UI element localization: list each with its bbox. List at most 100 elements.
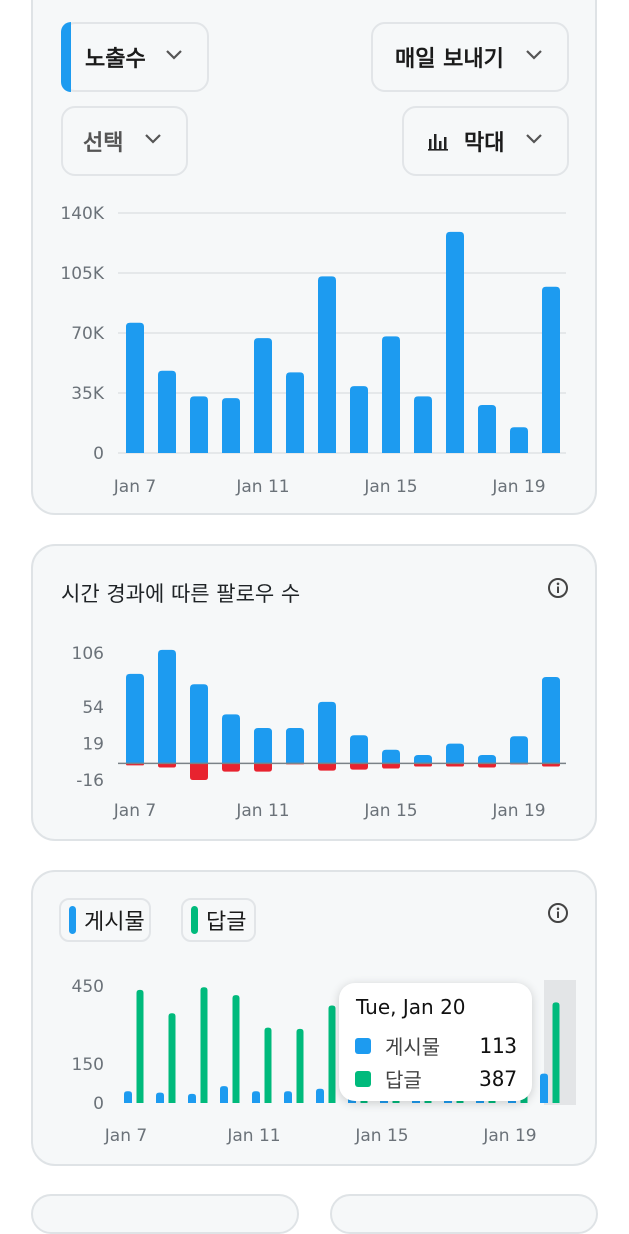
x-tick-label: Jan 15 — [363, 801, 417, 821]
unfollows-bar — [318, 763, 336, 771]
impressions-bar — [126, 322, 144, 453]
impressions-bar — [478, 405, 496, 453]
replies-bar — [296, 1028, 304, 1103]
tooltip-replies-value: 387 — [479, 1066, 517, 1091]
follows-bar — [382, 749, 400, 764]
frequency-select[interactable]: 매일 보내기 — [371, 22, 569, 92]
follows-bar — [126, 673, 144, 764]
followers-bar-chart: 106 54 19 -16 Jan 7 Jan 11 Jan 15 Jan 19 — [72, 644, 566, 821]
hover-highlight-band — [544, 980, 576, 1105]
bottom-card-right — [330, 1194, 598, 1234]
impressions-bar — [350, 386, 368, 453]
follows-bar — [222, 714, 240, 764]
follows-bar — [414, 755, 432, 764]
impressions-bar-chart: 140K 105K 70K 35K 0 Jan 7 Jan 11 Jan 15 Jan 19 — [60, 204, 566, 497]
chevron-down-icon — [145, 134, 161, 144]
follows-bar — [542, 676, 560, 764]
posts-bar — [156, 1092, 164, 1103]
x-tick-label: Jan 19 — [491, 801, 545, 821]
y-tick-label: 140K — [60, 204, 104, 224]
posts-swatch — [69, 906, 76, 934]
unfollows-bar — [158, 763, 176, 768]
replies-swatch — [355, 1070, 371, 1087]
y-tick-label: -16 — [76, 771, 104, 791]
y-tick-label: 54 — [82, 698, 104, 718]
unfollows-bar — [190, 763, 208, 780]
posts-bar — [284, 1091, 292, 1103]
y-tick-label: 106 — [72, 644, 104, 664]
x-tick-label: Jan 19 — [491, 477, 545, 497]
impressions-bar — [222, 398, 240, 453]
info-icon[interactable] — [547, 902, 569, 924]
tooltip-row-replies: 답글 387 — [355, 1064, 517, 1093]
tooltip-date: Tue, Jan 20 — [356, 995, 466, 1019]
y-tick-label: 450 — [72, 977, 104, 997]
x-tick-label: Jan 11 — [235, 801, 289, 821]
follows-bar — [510, 736, 528, 764]
impressions-bar — [286, 372, 304, 453]
tooltip-replies-label: 답글 — [385, 1068, 422, 1092]
x-tick-label: Jan 19 — [482, 1126, 536, 1146]
impressions-bar — [414, 396, 432, 453]
chart-type-label: 막대 — [464, 131, 505, 156]
x-tick-label: Jan 7 — [113, 801, 156, 821]
replies-bar — [232, 995, 240, 1103]
impressions-bar — [158, 370, 176, 453]
follows-bar — [158, 649, 176, 764]
posts-bar — [188, 1093, 196, 1103]
legend-replies-label: 답글 — [206, 910, 247, 935]
secondary-metric-select[interactable]: 선택 — [61, 106, 188, 176]
impressions-bar — [254, 338, 272, 453]
impressions-bar — [318, 276, 336, 453]
impressions-bar — [446, 231, 464, 453]
unfollows-bar — [222, 763, 240, 772]
replies-bar — [200, 987, 208, 1103]
x-tick-label: Jan 7 — [113, 477, 156, 497]
unfollows-bar — [382, 763, 400, 769]
unfollows-bar — [350, 763, 368, 770]
chevron-down-icon — [166, 50, 182, 60]
y-tick-label: 0 — [93, 444, 104, 464]
legend-posts-label: 게시물 — [84, 910, 145, 935]
followers-card-title: 시간 경과에 따른 팔로우 수 — [61, 582, 301, 606]
replies-swatch — [191, 906, 198, 934]
metric-select[interactable]: 노출수 — [61, 22, 209, 92]
x-tick-label: Jan 7 — [104, 1126, 147, 1146]
unfollows-bar — [542, 763, 560, 767]
tooltip-posts-label: 게시물 — [385, 1035, 441, 1059]
posts-bar — [124, 1091, 132, 1103]
unfollows-bar — [414, 763, 432, 767]
x-tick-label: Jan 15 — [354, 1126, 408, 1146]
posts-bar — [540, 1073, 548, 1103]
y-tick-label: 0 — [93, 1094, 104, 1114]
replies-bar — [264, 1027, 272, 1103]
replies-bar — [328, 1005, 336, 1103]
follows-bar — [318, 701, 336, 764]
x-tick-label: Jan 11 — [235, 477, 289, 497]
replies-bar — [552, 1002, 560, 1103]
follows-bar — [446, 743, 464, 764]
y-tick-label: 35K — [71, 384, 105, 404]
unfollows-bar — [254, 763, 272, 772]
bottom-card-left — [31, 1194, 299, 1234]
follows-bar — [286, 727, 304, 764]
secondary-select-label: 선택 — [83, 131, 124, 156]
y-tick-label: 105K — [60, 264, 104, 284]
unfollows-bar — [446, 763, 464, 767]
replies-bar — [168, 1013, 176, 1103]
tooltip-row-posts: 게시물 113 — [355, 1031, 517, 1060]
impressions-bar — [382, 336, 400, 453]
y-tick-label: 70K — [71, 324, 105, 344]
legend-posts[interactable]: 게시물 — [59, 898, 151, 942]
legend-replies[interactable]: 답글 — [181, 898, 256, 942]
metric-color-accent — [61, 22, 71, 92]
posts-swatch — [355, 1037, 371, 1054]
chart-type-select[interactable]: 막대 — [402, 106, 569, 176]
posts-bar — [220, 1086, 228, 1103]
posts-bar — [316, 1088, 324, 1103]
follows-bar — [350, 735, 368, 764]
info-icon[interactable] — [547, 577, 569, 599]
bar-chart-icon — [428, 134, 448, 151]
chevron-down-icon — [526, 50, 542, 60]
